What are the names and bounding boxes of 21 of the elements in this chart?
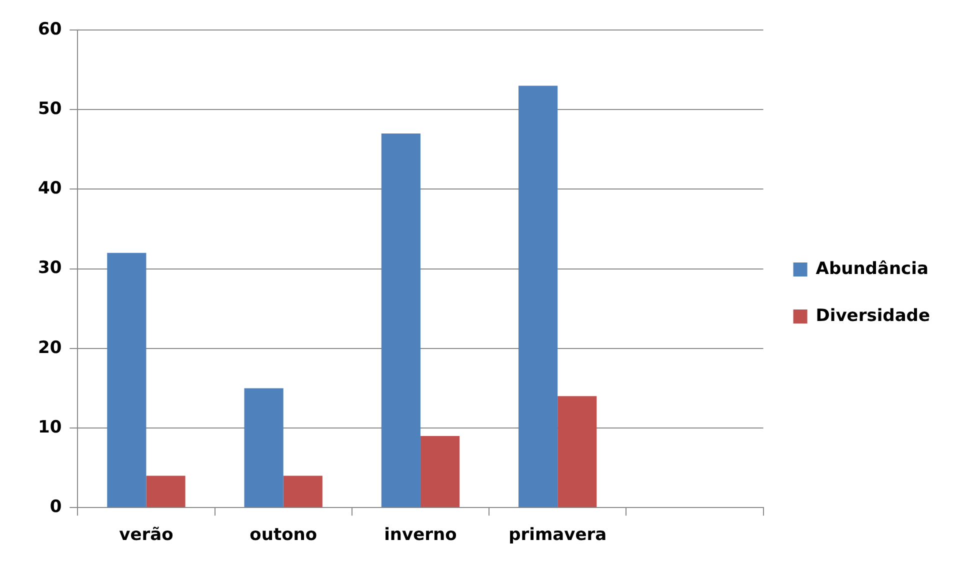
y-tick-label: 10 (38, 417, 62, 438)
bar (146, 476, 186, 508)
bar (244, 388, 284, 508)
x-tick-label: verão (119, 525, 174, 546)
legend-label: Abundância (816, 258, 928, 279)
x-tick-label: primavera (508, 525, 607, 546)
bar (420, 436, 460, 508)
y-tick-label: 30 (38, 258, 62, 278)
x-tick-label: inverno (384, 525, 457, 546)
bar (107, 252, 146, 508)
bar (518, 86, 558, 508)
y-tick-label: 60 (38, 19, 62, 40)
bar (283, 476, 322, 508)
bar (558, 396, 597, 508)
legend-label: Diversidade (816, 306, 930, 326)
y-tick-label: 40 (38, 178, 62, 199)
y-tick-label: 0 (50, 497, 62, 518)
bar (381, 133, 420, 508)
x-tick-label: outono (250, 525, 318, 546)
y-tick-label: 20 (38, 338, 62, 358)
y-tick-label: 50 (38, 99, 62, 120)
